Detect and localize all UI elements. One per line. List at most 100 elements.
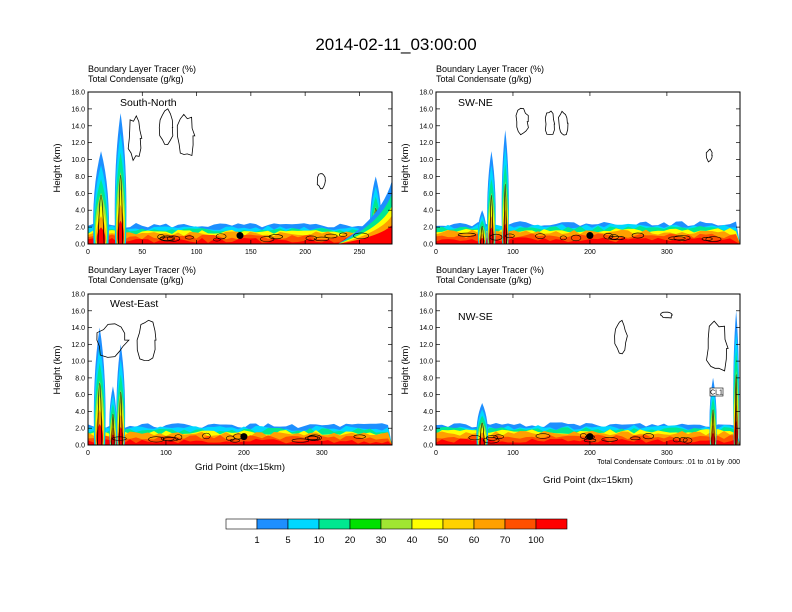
condensate-contour (268, 234, 284, 240)
tracer-band (88, 237, 392, 244)
page-title: 2014-02-11_03:00:00 (315, 35, 476, 54)
condensate-contour (480, 225, 485, 244)
contour-label-box (709, 387, 724, 397)
cloud-contour (127, 114, 143, 162)
condensate-contour (679, 437, 688, 443)
x-axis: 0 100 200 300 (434, 294, 673, 457)
plot-frame (435, 293, 741, 446)
panel-subtitle-condensate: Total Condensate (g/kg) (88, 74, 184, 84)
condensate-contour (111, 413, 115, 445)
condensate-contour (608, 236, 626, 240)
condensate-contour (457, 232, 477, 237)
y-tick-label: 14.0 (419, 123, 433, 130)
y-tick-label: 6.0 (75, 392, 85, 399)
y-axis: 0.0 2.0 4.0 6.0 8.0 10.0 12.0 14.0 16.0 18.0 (419, 90, 740, 249)
cloud-contour (316, 173, 326, 190)
condensate-contour (601, 437, 618, 442)
panel-title: West-East (110, 298, 158, 310)
x-tick-label: 0 (86, 249, 90, 256)
colorbar-swatch (318, 518, 351, 530)
cloud-contour (544, 110, 556, 135)
location-marker (586, 232, 594, 240)
condensate-contour (535, 233, 546, 239)
x-tick-label: 0 (434, 450, 438, 457)
y-tick-label: 18.0 (71, 90, 85, 97)
plot-area (436, 310, 740, 445)
colorbar-label: 1 (254, 535, 259, 546)
condensate-contour (701, 237, 713, 241)
x-tick-label: 200 (299, 249, 311, 256)
colorbar-swatch (535, 518, 568, 530)
condensate-contour (673, 235, 691, 241)
y-tick-label: 14.0 (71, 123, 85, 130)
panel-subtitle-tracer: Boundary Layer Tracer (%) (436, 64, 544, 74)
x-tick-label: 300 (661, 249, 673, 256)
plot-area (436, 107, 740, 244)
y-tick-label: 0.0 (75, 443, 85, 450)
y-tick-label: 4.0 (423, 208, 433, 215)
cloud-contour (176, 113, 196, 157)
condensate-contour (482, 437, 500, 444)
x-tick-label: 0 (434, 249, 438, 256)
colorbar: 1 5 10 20 30 40 50 60 70 100 (225, 518, 568, 546)
colorbar-swatch (473, 518, 506, 530)
condensate-contour (213, 237, 221, 242)
condensate-contour (305, 235, 318, 241)
condensate-contour (503, 184, 507, 244)
y-tick-label: 0.0 (75, 242, 85, 249)
y-tick-label: 12.0 (419, 140, 433, 147)
y-tick-label: 16.0 (419, 308, 433, 315)
x-tick-label: 0 (86, 450, 90, 457)
y-tick-label: 10.0 (71, 359, 85, 366)
condensate-contour (97, 383, 103, 445)
plot-area (88, 319, 392, 445)
y-tick-label: 8.0 (423, 174, 433, 181)
location-marker (240, 433, 248, 441)
condensate-contour (162, 437, 179, 442)
condensate-contour (307, 435, 318, 441)
y-tick-label: 14.0 (71, 325, 85, 332)
x-axis: 0 50 100 150 200 250 (86, 92, 365, 256)
x-axis: 0 100 200 300 (434, 92, 673, 256)
colorbar-label: 10 (314, 535, 325, 546)
panel-title: South-North (120, 97, 177, 109)
condensate-contour (159, 236, 174, 241)
colorbar-swatch (225, 518, 258, 530)
y-tick-label: 18.0 (419, 90, 433, 97)
y-tick-label: 6.0 (75, 191, 85, 198)
panel-subtitle-condensate: Total Condensate (g/kg) (436, 74, 532, 84)
y-tick-label: 18.0 (419, 292, 433, 299)
cloud-contour (96, 323, 130, 358)
y-tick-label: 4.0 (75, 208, 85, 215)
y-tick-label: 6.0 (423, 392, 433, 399)
condensate-contour (353, 232, 370, 240)
condensate-contour (631, 232, 645, 239)
condensate-contour (642, 433, 655, 440)
condensate-contour (314, 236, 330, 242)
y-tick-label: 0.0 (423, 443, 433, 450)
y-tick-label: 16.0 (419, 106, 433, 113)
panel-west-east: Boundary Layer Tracer (%) Total Condensa… (52, 265, 393, 473)
condensate-contour (353, 434, 366, 439)
y-tick-label: 18.0 (71, 292, 85, 299)
condensate-contour (570, 234, 582, 242)
y-tick-label: 8.0 (75, 174, 85, 181)
condensate-contour (118, 391, 123, 445)
colorbar-swatch (287, 518, 320, 530)
colorbar-swatch (256, 518, 289, 530)
panel-nw-se: Boundary Layer Tracer (%) Total Condensa… (400, 265, 741, 486)
condensate-contour (711, 409, 715, 445)
cloud-contour (136, 319, 157, 362)
plot-frame (435, 91, 741, 245)
condensate-contour (225, 435, 235, 442)
condensate-contour (161, 436, 175, 441)
condensate-contour (504, 233, 515, 239)
panel-title: NW-SE (458, 311, 493, 323)
condensate-contour (468, 435, 482, 441)
contour-note: Total Condensate Contours: .01 to .01 by… (597, 459, 740, 466)
cloud-contour (706, 320, 729, 372)
condensate-contour (489, 233, 503, 241)
condensate-contour (111, 436, 127, 441)
y-axis: 0.0 2.0 4.0 6.0 8.0 10.0 12.0 14.0 16.0 18.0 (71, 90, 392, 249)
